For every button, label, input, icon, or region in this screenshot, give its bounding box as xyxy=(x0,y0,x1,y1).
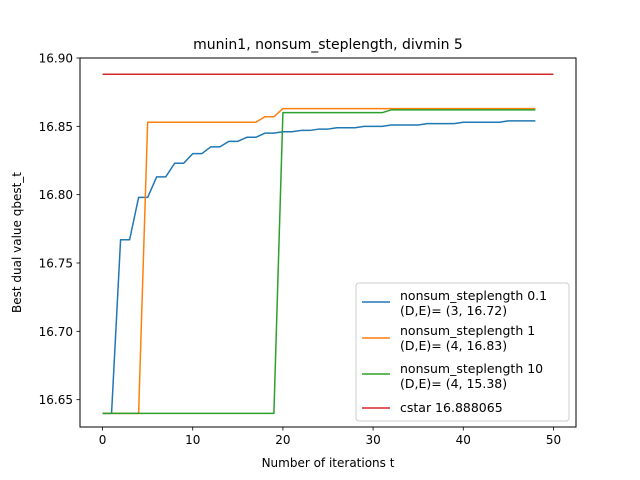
chart-title: munin1, nonsum_steplength, divmin 5 xyxy=(193,37,463,53)
legend-label-3: cstar 16.888065 xyxy=(400,400,503,415)
series-line-1 xyxy=(102,107,536,415)
y-tick-label-0: 16.65 xyxy=(39,393,73,407)
x-tick-label-4: 40 xyxy=(456,433,471,447)
y-tick-label-2: 16.75 xyxy=(39,257,73,271)
x-tick-label-2: 20 xyxy=(275,433,290,447)
y-tick-label-3: 16.80 xyxy=(39,188,73,202)
chart-marks xyxy=(102,73,554,415)
legend: nonsum_steplength 0.1(D,E)= (3, 16.72) no… xyxy=(355,282,570,422)
x-tick-label-3: 30 xyxy=(365,433,380,447)
legend-sublabel-2: (D,E)= (4, 15.38) xyxy=(400,376,507,391)
x-tick-label-5: 50 xyxy=(546,433,561,447)
y-tick-label-4: 16.85 xyxy=(39,120,73,134)
legend-label-0: nonsum_steplength 0.1 xyxy=(400,288,547,303)
x-tick-label-0: 0 xyxy=(99,433,107,447)
x-tick-label-1: 10 xyxy=(185,433,200,447)
x-axis-label: Number of iterations t xyxy=(262,456,395,470)
y-axis-label: Best dual value qbest_t xyxy=(10,172,24,313)
y-axis: 16.65 16.70 16.75 16.80 16.85 16.90 xyxy=(39,52,80,407)
legend-sublabel-1: (D,E)= (4, 16.83) xyxy=(400,338,507,353)
series-line-2 xyxy=(102,109,536,415)
legend-label-1: nonsum_steplength 1 xyxy=(400,323,535,338)
x-axis: 0 10 20 30 40 50 xyxy=(99,427,561,447)
y-tick-label-1: 16.70 xyxy=(39,325,73,339)
legend-box xyxy=(355,282,570,422)
y-tick-label-5: 16.90 xyxy=(39,52,73,66)
legend-label-2: nonsum_steplength 10 xyxy=(400,361,543,376)
series-line-0 xyxy=(102,120,536,415)
legend-sublabel-0: (D,E)= (3, 16.72) xyxy=(400,303,507,318)
plot-frame xyxy=(79,57,577,428)
